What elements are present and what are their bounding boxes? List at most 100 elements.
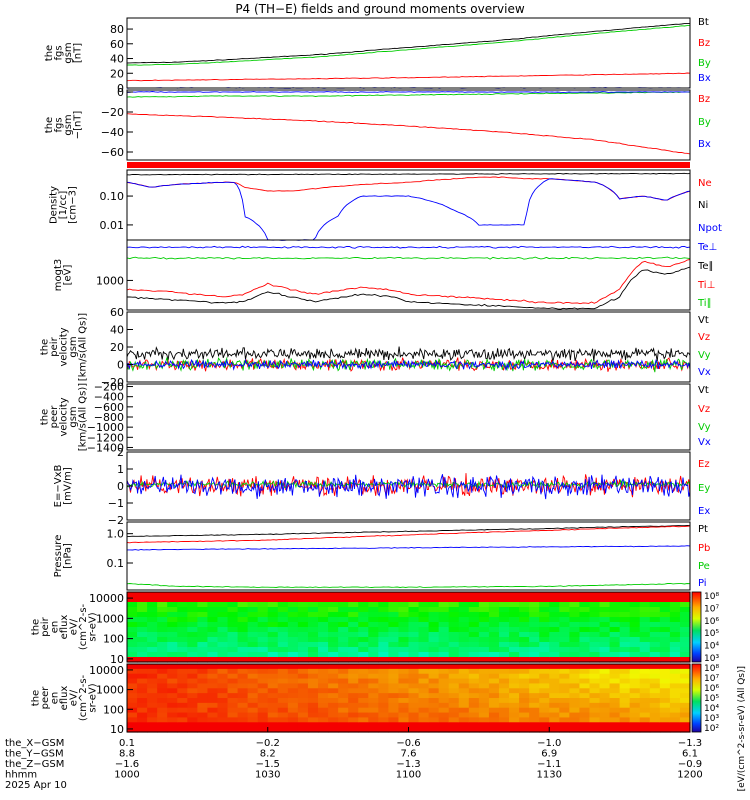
spectrogram-cell [177,688,188,694]
spectrogram-cell [478,642,490,648]
spectrogram-cell [679,693,691,699]
spectrogram-cell [468,707,480,714]
spectrogram-cell [529,612,540,618]
spectrogram-cell [227,683,239,689]
spectrogram-cell [187,707,198,714]
spectrogram-cell [448,602,460,608]
spectrogram-cell [468,602,480,608]
spectrogram-cell [277,707,289,714]
y-tick-label: −600 [94,401,124,414]
legend-entry: Bx [698,139,711,150]
spectrogram-cell [227,698,239,704]
spectrogram-cell [187,642,198,648]
spectrogram-cell [217,632,229,638]
spectrogram-cell [157,647,168,653]
y-axis-label-line: peer [40,686,51,710]
spectrogram-cell [157,722,168,728]
spectrogram-cell [619,673,631,680]
spectrogram-cell [408,632,420,638]
spectrogram-cell [338,627,349,633]
spectrogram-cell [348,642,359,648]
panel-frame [126,239,691,311]
spectrogram-cell [267,657,279,663]
spectrogram-cell [217,722,229,728]
spectrogram-cell [328,664,339,670]
spectrogram-cell [197,617,209,623]
spectrogram-cell [267,647,279,653]
spectrogram-cell [127,602,138,608]
spectrogram-cell [579,707,591,714]
spectrogram-cell [609,717,621,723]
spectrogram-cell [368,717,379,723]
spectrogram-cell [599,647,611,653]
y-axis-label: Density[1/cc][cm−3] [49,186,79,224]
spectrogram-cell [529,607,540,613]
y-axis-label: thefgsgsm[nT] [44,42,84,63]
spectrogram-cell [498,657,510,663]
spectrogram-cell [659,612,671,618]
spectrogram-cell [619,657,631,663]
spectrogram-cell [267,698,279,704]
spectrogram-cell [418,664,430,670]
spectrogram-cell [609,632,621,638]
spectrogram-cell [277,602,289,608]
spectrogram-cell [609,664,621,670]
spectrogram-cell [509,647,520,653]
spectrogram-cell [418,617,430,623]
spectrogram-cell [187,652,198,658]
spectrogram-cell [488,607,500,613]
spectrogram-cell [679,688,691,694]
spectrogram-cell [398,617,410,623]
spectrogram-cell [549,622,560,628]
x-tick-label: −1.5 [256,759,280,770]
spectrogram-cell [609,597,621,603]
legend-entry: By [698,58,711,69]
spectrogram-cell [287,727,299,733]
spectrogram-cell [629,602,641,608]
spectrogram-cell [368,622,379,628]
spectrogram-cell [659,693,671,699]
spectrogram-cell [277,727,289,733]
spectrogram-cell [539,642,550,648]
spectrogram-cell [167,717,178,723]
spectrogram-cell [257,702,269,709]
spectrogram-cell [619,727,631,733]
spectrogram-cell [679,668,691,675]
spectrogram-cell [649,664,661,670]
spectrogram-cell [418,652,430,658]
colorbar-tick-label: 10⁸ [704,592,719,602]
spectrogram-cell [448,727,460,733]
spectrogram-cell [639,702,651,709]
spectrogram-cell [448,612,460,618]
spectrogram-cell [609,678,621,685]
spectrogram-cell [187,688,198,694]
spectrogram-cell [629,678,641,685]
spectrogram-cell [297,627,309,633]
spectrogram-cell [137,668,148,675]
spectrogram-cell [649,607,661,613]
spectrogram-cell [237,612,249,618]
spectrogram-cell [619,664,631,670]
spectrogram-cell [267,664,279,670]
spectrogram-cell [237,698,249,704]
spectrogram-cell [318,668,329,675]
spectrogram-cell [157,673,168,680]
spectrogram-cell [629,683,641,689]
spectrogram-cell [569,664,581,670]
spectrogram-cell [428,637,440,643]
spectrogram-cell [559,612,570,618]
spectrogram-cell [307,707,319,714]
spectrogram-cell [318,642,329,648]
spectrogram-cell [147,693,158,699]
spectrogram-cell [338,647,349,653]
spectrogram-cell [559,712,570,719]
spectrogram-cell [458,698,470,704]
spectrogram-cell [197,664,209,670]
y-axis-label-line: peir [40,616,51,636]
spectrogram-cell [207,597,219,603]
spectrogram-cell [227,652,239,658]
spectrogram-cell [237,664,249,670]
spectrogram-cell [227,717,239,723]
spectrogram-cell [127,673,138,680]
